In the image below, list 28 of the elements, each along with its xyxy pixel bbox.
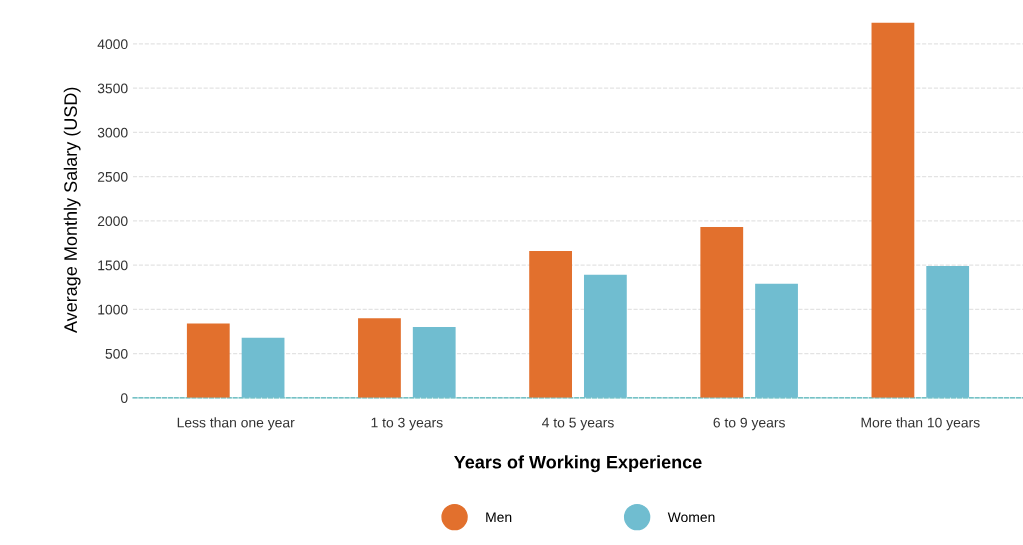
x-tick-label: 4 to 5 years — [542, 417, 614, 431]
legend-label: Women — [667, 512, 715, 523]
y-tick-label: 2000 — [97, 216, 128, 227]
bar — [871, 22, 915, 398]
bar — [358, 318, 401, 398]
bar — [412, 327, 456, 398]
y-tick-label: 1500 — [98, 260, 128, 271]
y-tick-label: 500 — [105, 348, 128, 359]
y-tick-label: 3500 — [97, 83, 128, 94]
legend-label: Men — [486, 512, 512, 523]
y-tick-label: 2500 — [97, 171, 128, 182]
x-tick-label: 6 to 9 years — [713, 417, 785, 431]
bar — [755, 283, 798, 398]
x-axis-title: Years of Working Experience — [454, 455, 702, 473]
bar — [241, 337, 285, 398]
bar — [186, 323, 230, 398]
x-tick-label: More than 10 years — [861, 417, 980, 431]
bar — [583, 274, 627, 398]
y-tick-label: 3000 — [97, 127, 128, 138]
bar — [926, 266, 970, 398]
bar — [529, 250, 572, 398]
bar — [700, 227, 744, 398]
y-tick-label: 0 — [120, 393, 128, 404]
y-tick-label: 4000 — [97, 39, 128, 50]
y-tick-label: 1000 — [98, 304, 128, 315]
x-tick-label: 1 to 3 years — [371, 417, 443, 431]
y-axis-title: Average Monthly Salary (USD) — [63, 87, 81, 334]
x-tick-label: Less than one year — [177, 417, 295, 431]
